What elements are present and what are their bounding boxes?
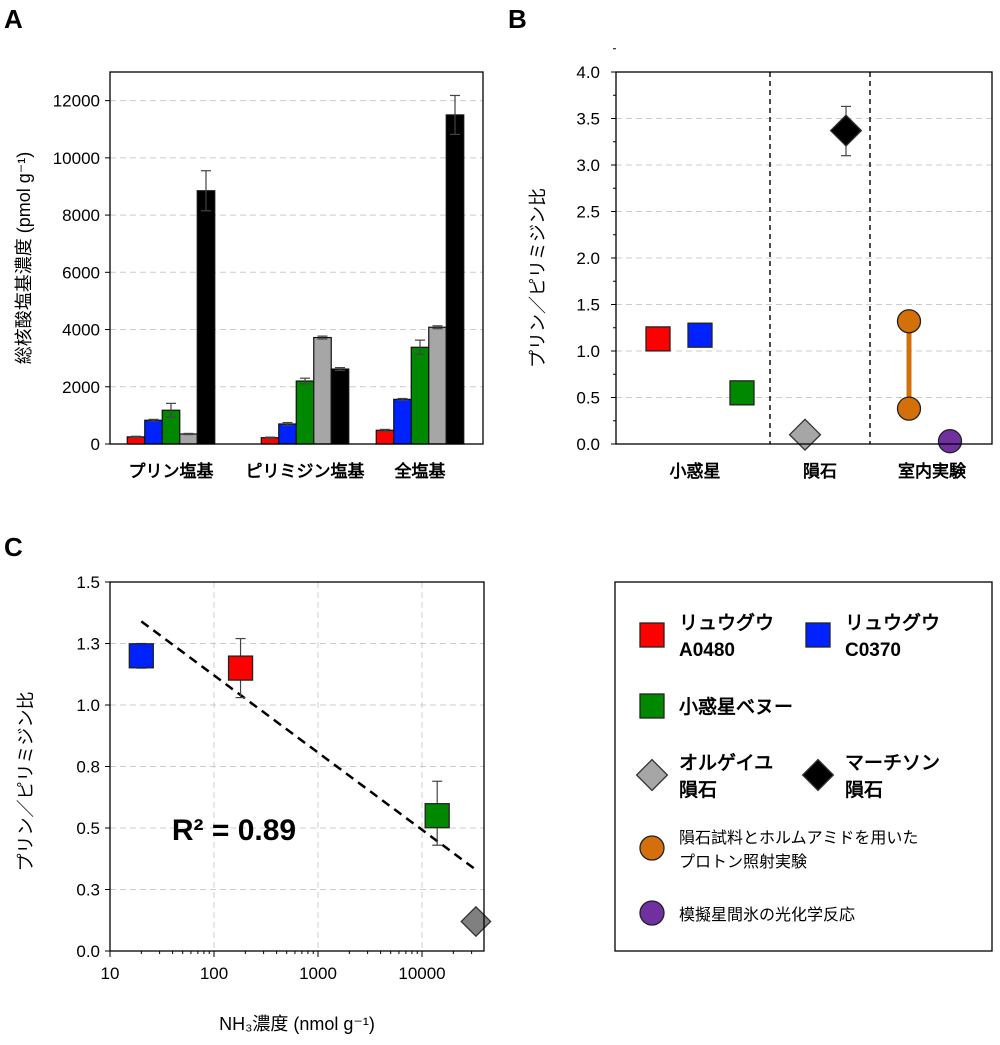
plot-frame: [109, 71, 484, 445]
data-point: [829, 114, 863, 147]
y-tick-label: 0.3: [76, 881, 100, 900]
y-axis-label: プリン／ピリミジン比: [528, 188, 548, 368]
x-tick-label: 10: [101, 964, 120, 983]
legend-label: A0480: [679, 640, 735, 661]
legend-label: オルゲイユ: [679, 752, 773, 774]
bar: [393, 398, 412, 445]
y-tick-label: 0.5: [76, 819, 100, 838]
y-tick-label: 6000: [62, 263, 100, 282]
y-tick-label: 1.5: [576, 296, 600, 315]
y-tick-label: 3.5: [576, 110, 600, 129]
data-point: [788, 418, 822, 452]
legend-label: 隕石試料とホルムアミドを用いた: [679, 829, 918, 847]
legend-box: [614, 581, 993, 952]
data-point: [729, 380, 755, 406]
data-point: [896, 309, 922, 334]
legend-label: プロトン照射実験: [679, 853, 807, 871]
data-point: [937, 429, 963, 454]
x-category-label: ピリミジン塩基: [246, 461, 366, 481]
legend-label: 模擬星間氷の光化学反応: [679, 906, 855, 924]
panel-label-c: C: [4, 532, 23, 562]
data-point: [227, 655, 254, 681]
legend-label: 隕石: [679, 779, 717, 801]
legend-marker: [639, 900, 665, 926]
bar: [375, 429, 395, 445]
legend-marker: [635, 758, 669, 792]
plot-frame: [615, 71, 993, 445]
y-tick-label: 2000: [62, 378, 100, 397]
x-tick-label: 1000: [299, 964, 337, 983]
x-category-label: 小惑星: [670, 461, 721, 481]
bar: [313, 336, 332, 445]
data-point: [128, 643, 154, 669]
bar: [196, 190, 216, 445]
x-category-label: 隕石: [803, 462, 837, 481]
legend-label: リュウグウ: [845, 611, 940, 634]
trendline: [140, 620, 477, 871]
legend-marker: [639, 622, 665, 648]
bar: [445, 114, 465, 445]
y-tick-label: 12000: [53, 92, 100, 111]
x-tick-label: 10000: [398, 964, 445, 983]
x-category-label: 室内実験: [898, 461, 967, 481]
x-category-label: 全塩基: [394, 461, 447, 481]
y-tick-label: 0.0: [76, 942, 100, 961]
legend-label: マーチソン: [845, 753, 940, 774]
y-tick-label: 1.0: [576, 342, 600, 361]
y-tick-label: 0: [91, 435, 100, 454]
bar: [428, 326, 447, 445]
bar: [295, 380, 315, 445]
panel-label-b: B: [508, 4, 527, 34]
legend-label: 隕石: [845, 779, 883, 801]
y-tick-label: 10000: [53, 149, 100, 168]
data-point: [460, 905, 492, 938]
bar: [144, 419, 163, 445]
x-axis-label: NH₃濃度 (nmol g⁻¹): [219, 1014, 375, 1034]
legend-label: 小惑星ベヌー: [679, 695, 793, 718]
y-tick-label: 8000: [62, 206, 100, 225]
x-category-label: プリン塩基: [129, 461, 215, 481]
y-tick-label: 2.0: [576, 249, 600, 268]
y-axis-label: 総核酸塩基濃度 (pmol g⁻¹): [14, 152, 34, 365]
r-squared-annotation: R² = 0.89: [172, 814, 296, 847]
y-tick-label: 3.0: [576, 156, 600, 175]
y-tick-label: 1.0: [76, 696, 100, 715]
bar: [330, 368, 350, 445]
y-tick-label: 1.5: [76, 573, 100, 592]
data-point: [896, 396, 922, 421]
bar: [278, 423, 297, 445]
y-tick-label: 0.5: [576, 389, 600, 408]
y-tick-label: 2.5: [576, 203, 600, 222]
y-tick-label: 0.8: [76, 758, 100, 777]
plot-frame: [109, 581, 485, 952]
legend-marker: [805, 622, 831, 648]
bar: [179, 433, 198, 445]
legend-label: リュウグウ: [679, 611, 774, 634]
y-tick-label: 4000: [62, 321, 100, 340]
data-point: [645, 326, 671, 352]
data-point: [424, 803, 450, 829]
data-point: [687, 322, 713, 348]
panel-label-a: A: [4, 4, 23, 34]
bar: [410, 346, 430, 445]
legend-marker: [639, 693, 665, 719]
legend-label: C0370: [845, 640, 901, 661]
legend-marker: [639, 835, 665, 861]
x-tick-label: 100: [200, 964, 228, 983]
y-axis-label: プリン／ピリミジン比: [16, 692, 36, 872]
legend-marker: [801, 758, 835, 792]
y-tick-label: 0.0: [576, 435, 600, 454]
y-tick-label: 4.0: [576, 63, 600, 82]
y-tick-label: 1.3: [76, 635, 100, 654]
